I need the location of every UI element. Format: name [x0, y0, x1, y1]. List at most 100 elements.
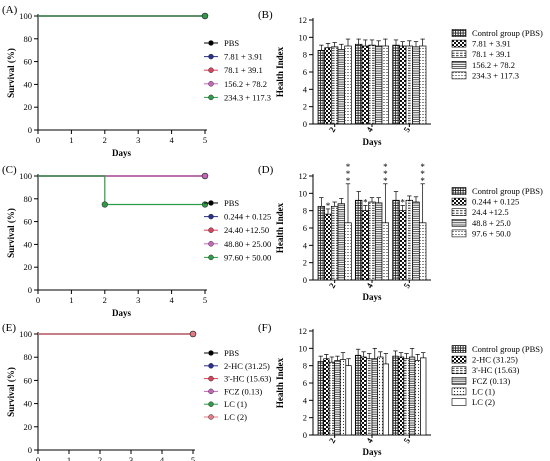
legend-swatch-marker: [208, 53, 214, 60]
significance-star: *: [400, 197, 405, 207]
legend-label: PBS: [224, 348, 239, 358]
bar: [381, 45, 390, 125]
bar: [381, 222, 390, 281]
legend-label: 234.3 + 117.3: [224, 92, 271, 102]
panel-c: (C) 0 20 40 60 80 100 0 1 2 3 4 5 Days Survival (%) PBS…: [2, 164, 271, 318]
x-tick-label: 3: [136, 295, 140, 305]
x-tick-label: 2: [327, 436, 338, 445]
legend-label: LC (1): [472, 386, 495, 396]
x-tick-label: 4: [169, 135, 174, 145]
legend-swatch-marker: [208, 94, 214, 101]
y-tick-label: 60: [24, 57, 33, 67]
legend-label: 97.6 + 50.0: [472, 228, 511, 238]
y-tick-label: 0: [28, 125, 32, 135]
bar: [405, 45, 414, 125]
legend-label: 2-HC (31.25): [224, 361, 270, 371]
significance-star: *: [346, 176, 351, 186]
bar: [398, 210, 407, 281]
y-tick-label: 6: [303, 67, 307, 77]
legend-swatch-marker: [208, 350, 214, 356]
legend-swatch: [451, 355, 467, 364]
y-tick-label: 100: [19, 11, 32, 21]
y-tick-label: 8: [303, 50, 307, 60]
legend-swatch: [451, 71, 467, 80]
series-point: [101, 201, 108, 208]
x-axis-label: Days: [112, 308, 131, 318]
x-axis-label: Days: [362, 137, 381, 147]
legend-label: 48.8 + 25.0: [472, 218, 511, 228]
bar: [337, 49, 346, 125]
bar: [345, 365, 352, 436]
legend-swatch: [451, 376, 467, 385]
legend-swatch: [451, 219, 467, 227]
bar: [392, 199, 400, 281]
bar: [374, 45, 383, 125]
bar: [361, 45, 370, 125]
y-tick-label: 2: [303, 102, 307, 112]
legend-label: 48.80 + 25.00: [224, 239, 271, 249]
y-tick-label: 40: [24, 239, 33, 249]
x-tick-label: 5: [203, 135, 207, 145]
y-tick-label: 40: [24, 399, 33, 409]
bar: [344, 45, 352, 125]
bar: [330, 46, 339, 125]
y-tick-label: 6: [303, 378, 307, 388]
y-axis-label: Survival (%): [6, 367, 16, 417]
y-axis-label: Health Index: [275, 357, 285, 408]
panel-label: (C): [2, 164, 17, 176]
x-tick-label: 5: [401, 125, 412, 134]
legend-label: 78.1 + 39.1: [224, 65, 263, 75]
x-tick-label: 2: [103, 135, 107, 145]
x-tick-label: 0: [36, 295, 40, 305]
y-tick-label: 12: [299, 171, 308, 181]
panel-label: (B): [258, 9, 273, 21]
bar: [408, 356, 416, 436]
legend-swatch-marker: [208, 81, 214, 87]
y-tick-label: 80: [24, 194, 33, 204]
bar: [354, 43, 363, 125]
bar: [405, 199, 414, 281]
x-tick-label: 5: [401, 281, 412, 290]
x-tick-label: 4: [364, 125, 375, 134]
panel-label: (E): [2, 322, 16, 334]
x-tick-label: 4: [160, 455, 165, 461]
legend-swatch-marker: [208, 375, 214, 382]
significance-star: *: [363, 197, 368, 207]
y-tick-label: 60: [24, 217, 33, 227]
legend-swatch-marker: [208, 213, 214, 220]
legend-label: FCZ (0.13): [224, 386, 262, 396]
legend-swatch: [451, 197, 467, 206]
legend-label: 234.3 + 117.3: [472, 70, 519, 80]
y-tick-label: 2: [303, 258, 307, 268]
y-tick-label: 12: [299, 326, 308, 336]
x-tick-label: 2: [327, 125, 338, 134]
bar: [317, 49, 326, 125]
x-tick-label: 2: [327, 281, 338, 290]
legend-swatch: [451, 187, 467, 195]
legend-swatch: [451, 366, 467, 375]
y-tick-label: 4: [303, 240, 308, 250]
panel-label: (D): [258, 164, 274, 176]
legend-label: Control group (PBS): [472, 344, 543, 354]
y-tick-label: 0: [303, 119, 307, 129]
x-tick-label: 5: [191, 455, 195, 461]
legend-label: LC (1): [224, 399, 247, 409]
y-axis-label: Survival (%): [6, 208, 16, 258]
legend-label: 7.81 + 3.91: [224, 52, 263, 62]
y-axis-label: Survival (%): [6, 48, 16, 98]
bar: [324, 47, 332, 125]
y-axis-label: Health Index: [275, 46, 285, 97]
bar: [420, 357, 427, 436]
y-tick-label: 10: [299, 343, 308, 353]
significance-star: *: [346, 169, 351, 179]
legend-swatch: [451, 387, 467, 396]
bar: [398, 45, 407, 125]
x-tick-label: 1: [67, 455, 71, 461]
y-axis-label: Health Index: [275, 202, 285, 253]
bar: [374, 202, 383, 281]
bar: [418, 222, 427, 281]
x-tick-label: 0: [36, 455, 40, 461]
y-tick-label: 20: [24, 422, 33, 432]
